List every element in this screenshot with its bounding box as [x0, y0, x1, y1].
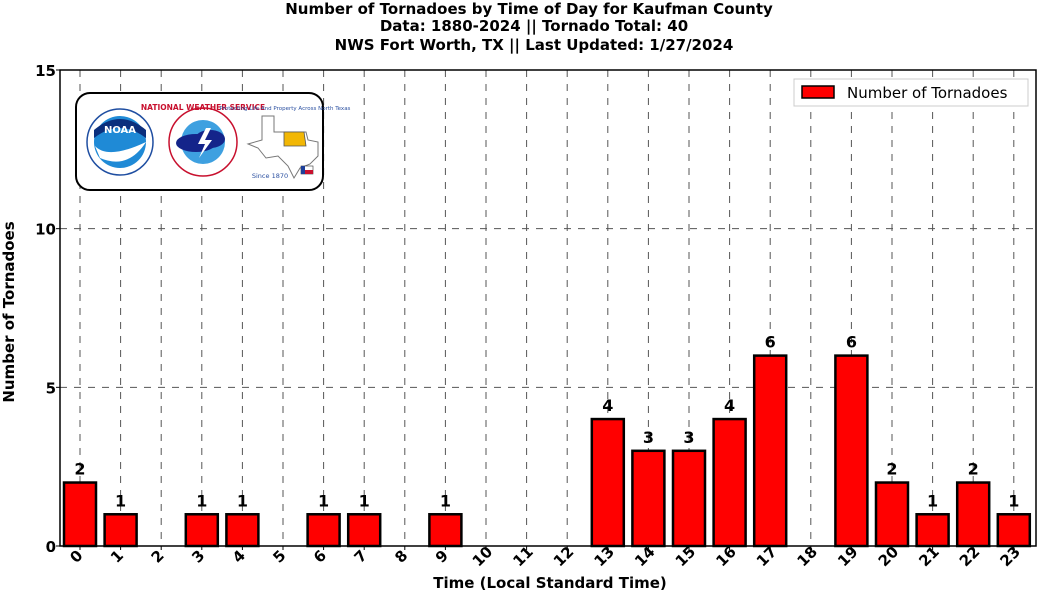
plot-frame	[59, 69, 1037, 547]
data-label-hour-13: 4	[602, 396, 613, 415]
bar-hour-21	[915, 513, 950, 548]
data-label-hour-6: 1	[318, 491, 329, 510]
x-tick-label-8: 8	[391, 546, 411, 566]
bar-hour-13	[590, 417, 626, 548]
bar-hour-6	[306, 513, 341, 548]
data-label-hour-22: 2	[968, 460, 979, 479]
chart-title-line-2: Data: 1880-2024 || Tornado Total: 40	[380, 17, 688, 36]
bar-hour-19	[834, 354, 869, 548]
x-tick-label-3: 3	[188, 546, 208, 566]
data-label-hour-16: 4	[724, 396, 735, 415]
y-tick-label-15: 15	[35, 62, 56, 80]
fort-worth-texas-logo: Protecting Life And Property Across Nort…	[220, 106, 351, 180]
data-label-hour-17: 6	[765, 333, 776, 352]
chart-title-line-1: Number of Tornadoes by Time of Day for K…	[285, 0, 773, 18]
data-label-hour-14: 3	[643, 428, 654, 447]
data-label-hour-20: 2	[886, 460, 897, 479]
x-tick-label-7: 7	[351, 546, 371, 566]
bar-hour-0	[62, 481, 98, 548]
legend: Number of Tornadoes	[793, 78, 1029, 107]
x-tick-label-6: 6	[310, 546, 330, 566]
x-tick-label-2: 2	[148, 546, 168, 566]
x-tick-label-12: 12	[550, 543, 577, 570]
data-label-layer: 2 1 1 1 1 1 1 4 3 3 4 6 6 2 1 2 1	[74, 333, 1019, 511]
chart-title-line-3: NWS Fort Worth, TX || Last Updated: 1/27…	[335, 36, 734, 55]
x-tick-label-4: 4	[229, 546, 249, 566]
data-label-hour-3: 1	[196, 491, 207, 510]
noaa-logo-text: NOAA	[104, 125, 136, 136]
legend-entry-label: Number of Tornadoes	[847, 84, 1008, 102]
bar-hour-3	[184, 513, 220, 548]
y-tick-label-10: 10	[35, 221, 56, 239]
x-tick-label-0: 0	[66, 546, 86, 566]
bar-hour-9	[428, 513, 463, 548]
bar-hour-22	[955, 481, 991, 548]
nws-logo-ring-text: NATIONAL WEATHER SERVICE	[141, 103, 265, 112]
data-label-hour-15: 3	[683, 428, 694, 447]
bar-hour-15	[671, 449, 707, 548]
data-label-hour-23: 1	[1008, 491, 1019, 510]
data-label-hour-4: 1	[237, 491, 248, 510]
data-label-hour-1: 1	[115, 491, 126, 510]
legend-swatch	[801, 85, 835, 99]
x-tick-label-10: 10	[469, 543, 496, 570]
data-label-hour-21: 1	[927, 491, 938, 510]
agency-logos: NOAA NATIONAL WEATHER SERVICE Protecting…	[75, 92, 351, 191]
nws-logo: NATIONAL WEATHER SERVICE	[141, 103, 265, 177]
bar-hour-20	[874, 481, 910, 548]
bar-hour-17	[752, 354, 788, 548]
data-label-hour-19: 6	[846, 333, 857, 352]
y-axis-label: Number of Tornadoes	[0, 221, 18, 402]
bar-hour-1	[103, 513, 138, 548]
x-tick-label-1: 1	[107, 546, 127, 566]
x-tick-label-5: 5	[269, 546, 289, 566]
data-label-hour-0: 2	[74, 460, 85, 479]
x-tick-label-11: 11	[509, 543, 536, 570]
bar-layer	[62, 354, 1032, 548]
fw-logo-since: Since 1870	[252, 172, 288, 180]
x-tick-label-18: 18	[794, 543, 821, 570]
bar-hour-16	[712, 417, 747, 548]
data-label-hour-7: 1	[359, 491, 370, 510]
bar-hour-4	[225, 513, 260, 548]
x-tick-label-9: 9	[432, 546, 452, 566]
noaa-logo: NOAA	[86, 108, 154, 176]
fw-logo-motto: Protecting Life And Property Across Nort…	[220, 106, 351, 112]
bar-hour-7	[346, 513, 382, 548]
y-tick-label-5: 5	[46, 379, 56, 397]
bar-hour-23	[996, 513, 1032, 548]
y-tick-label-0: 0	[46, 538, 56, 556]
x-axis-label: Time (Local Standard Time)	[433, 574, 667, 592]
bar-hour-14	[631, 449, 666, 548]
data-label-hour-9: 1	[440, 491, 451, 510]
